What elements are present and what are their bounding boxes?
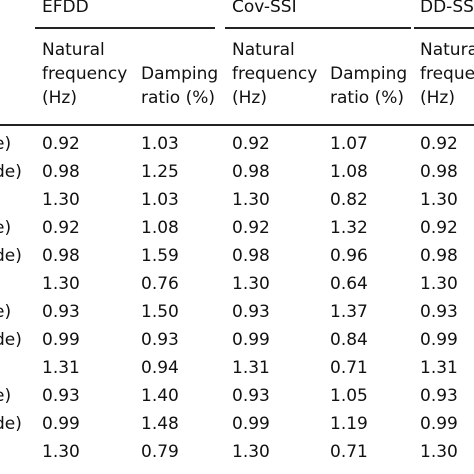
nf-line-3: (Hz) — [420, 88, 455, 108]
nf-line-2: frequency — [42, 64, 128, 84]
cell-cov-ssi-natural-frequency: 0.99 — [232, 330, 270, 350]
cell-efdd-damping-ratio: 0.93 — [141, 330, 179, 350]
cell-dd-ssi-natural-frequency: 0.92 — [420, 218, 458, 238]
header-bottom-rule — [0, 124, 474, 126]
cell-efdd-natural-frequency: 0.93 — [42, 386, 80, 406]
cell-cov-ssi-damping-ratio: 0.71 — [330, 358, 368, 378]
efdd-damping-ratio-header: Damping ratio (%) — [141, 62, 218, 110]
cell-cov-ssi-natural-frequency: 1.31 — [232, 358, 270, 378]
group-rule-dd-ssi — [414, 27, 474, 29]
cell-dd-ssi-natural-frequency: 1.30 — [420, 442, 458, 462]
cell-efdd-damping-ratio: 1.03 — [141, 134, 179, 154]
cell-cov-ssi-damping-ratio: 0.96 — [330, 246, 368, 266]
efdd-natural-frequency-header: Natural frequency (Hz) — [42, 38, 127, 110]
row-label: e) — [0, 134, 12, 154]
dr-line-2: ratio (%) — [330, 88, 405, 108]
cell-efdd-damping-ratio: 0.79 — [141, 442, 179, 462]
row-label: de) — [0, 162, 22, 182]
cell-dd-ssi-natural-frequency: 0.99 — [420, 414, 458, 434]
cell-cov-ssi-damping-ratio: 0.84 — [330, 330, 368, 350]
cell-efdd-damping-ratio: 1.50 — [141, 302, 179, 322]
cov-ssi-natural-frequency-header: Natural frequency (Hz) — [232, 38, 317, 110]
cell-dd-ssi-natural-frequency: 1.31 — [420, 358, 458, 378]
nf-line-2: freque — [420, 64, 474, 84]
cell-dd-ssi-natural-frequency: 0.98 — [420, 246, 458, 266]
nf-line-2: frequency — [232, 64, 318, 84]
row-label: e) — [0, 218, 12, 238]
cell-cov-ssi-natural-frequency: 0.93 — [232, 302, 270, 322]
cell-dd-ssi-natural-frequency: 0.93 — [420, 302, 458, 322]
row-label: e) — [0, 302, 12, 322]
cell-efdd-damping-ratio: 0.94 — [141, 358, 179, 378]
cell-efdd-damping-ratio: 1.25 — [141, 162, 179, 182]
cell-efdd-natural-frequency: 0.92 — [42, 218, 80, 238]
cell-efdd-damping-ratio: 0.76 — [141, 274, 179, 294]
cell-efdd-natural-frequency: 0.99 — [42, 414, 80, 434]
nf-line-3: (Hz) — [232, 88, 267, 108]
cell-cov-ssi-natural-frequency: 1.30 — [232, 442, 270, 462]
cell-cov-ssi-natural-frequency: 1.30 — [232, 274, 270, 294]
row-label: de) — [0, 414, 22, 434]
row-label: e) — [0, 386, 12, 406]
dd-ssi-natural-frequency-header: Natura freque (Hz) — [420, 38, 474, 110]
cell-efdd-damping-ratio: 1.40 — [141, 386, 179, 406]
group-header-efdd: EFDD — [42, 0, 89, 17]
group-rule-cov-ssi — [225, 27, 411, 29]
cell-efdd-natural-frequency: 1.31 — [42, 358, 80, 378]
nf-line-1: Natura — [420, 40, 474, 60]
cell-cov-ssi-natural-frequency: 0.99 — [232, 414, 270, 434]
group-rule-efdd — [35, 27, 215, 29]
nf-line-1: Natural — [232, 40, 295, 60]
cell-cov-ssi-damping-ratio: 1.07 — [330, 134, 368, 154]
cell-cov-ssi-damping-ratio: 1.19 — [330, 414, 368, 434]
cell-cov-ssi-damping-ratio: 1.05 — [330, 386, 368, 406]
cell-dd-ssi-natural-frequency: 1.30 — [420, 274, 458, 294]
cell-efdd-natural-frequency: 0.98 — [42, 162, 80, 182]
dr-line-1: Damping — [141, 64, 219, 84]
cell-cov-ssi-natural-frequency: 0.92 — [232, 134, 270, 154]
cell-efdd-natural-frequency: 0.99 — [42, 330, 80, 350]
row-label: de) — [0, 330, 22, 350]
cov-ssi-damping-ratio-header: Damping ratio (%) — [330, 62, 407, 110]
cell-cov-ssi-natural-frequency: 0.98 — [232, 246, 270, 266]
group-header-cov-ssi: Cov-SSI — [232, 0, 297, 17]
cell-efdd-damping-ratio: 1.48 — [141, 414, 179, 434]
cell-cov-ssi-natural-frequency: 0.93 — [232, 386, 270, 406]
cell-efdd-damping-ratio: 1.59 — [141, 246, 179, 266]
cell-dd-ssi-natural-frequency: 0.92 — [420, 134, 458, 154]
cell-dd-ssi-natural-frequency: 0.98 — [420, 162, 458, 182]
cell-cov-ssi-damping-ratio: 0.71 — [330, 442, 368, 462]
cell-cov-ssi-damping-ratio: 1.32 — [330, 218, 368, 238]
cell-cov-ssi-damping-ratio: 1.37 — [330, 302, 368, 322]
cell-efdd-natural-frequency: 1.30 — [42, 190, 80, 210]
cell-cov-ssi-natural-frequency: 0.92 — [232, 218, 270, 238]
cell-efdd-natural-frequency: 1.30 — [42, 274, 80, 294]
cell-cov-ssi-natural-frequency: 1.30 — [232, 190, 270, 210]
cell-dd-ssi-natural-frequency: 1.30 — [420, 190, 458, 210]
row-label: de) — [0, 246, 22, 266]
dr-line-2: ratio (%) — [141, 88, 216, 108]
cell-cov-ssi-damping-ratio: 1.08 — [330, 162, 368, 182]
nf-line-1: Natural — [42, 40, 105, 60]
cell-efdd-damping-ratio: 1.08 — [141, 218, 179, 238]
cell-cov-ssi-damping-ratio: 0.64 — [330, 274, 368, 294]
cell-efdd-natural-frequency: 0.98 — [42, 246, 80, 266]
cell-cov-ssi-damping-ratio: 0.82 — [330, 190, 368, 210]
cell-efdd-natural-frequency: 0.92 — [42, 134, 80, 154]
dr-line-1: Damping — [330, 64, 408, 84]
cell-dd-ssi-natural-frequency: 0.99 — [420, 330, 458, 350]
cell-efdd-natural-frequency: 0.93 — [42, 302, 80, 322]
cell-cov-ssi-natural-frequency: 0.98 — [232, 162, 270, 182]
cell-efdd-natural-frequency: 1.30 — [42, 442, 80, 462]
cell-dd-ssi-natural-frequency: 0.93 — [420, 386, 458, 406]
cell-efdd-damping-ratio: 1.03 — [141, 190, 179, 210]
nf-line-3: (Hz) — [42, 88, 77, 108]
group-header-dd-ssi: DD-SS — [420, 0, 474, 17]
